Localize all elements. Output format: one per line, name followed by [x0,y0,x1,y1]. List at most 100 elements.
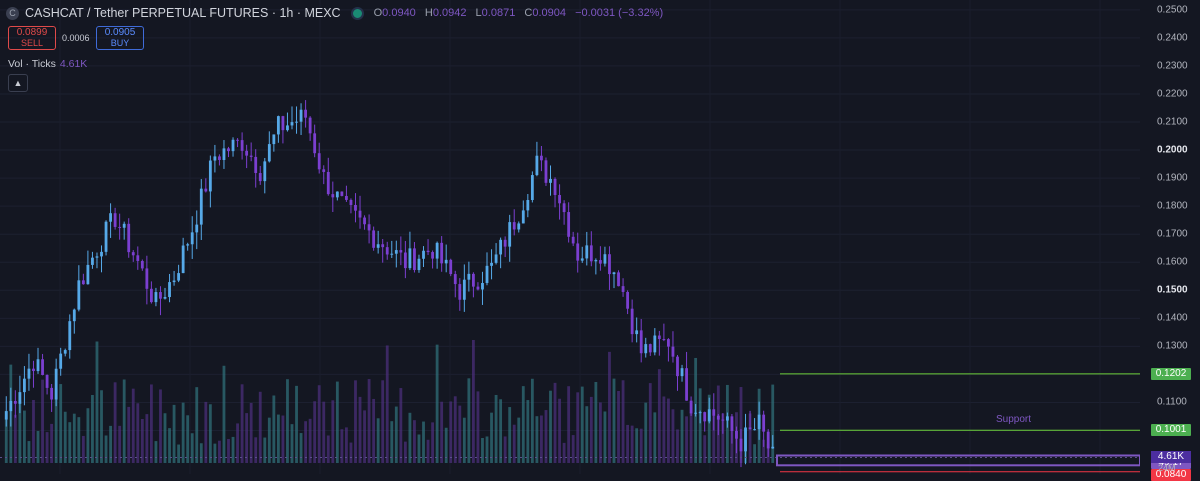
candle-body [399,250,403,253]
candle-body [757,414,761,430]
volume-bar [608,351,611,463]
market-status-icon [350,6,364,20]
candle-body [562,203,566,213]
candle-body [91,257,94,265]
volume-bar [41,379,44,463]
candle-body [485,265,489,283]
candle-body [199,188,203,225]
candle-body [195,224,199,233]
volume-bar [671,409,675,463]
collapse-legend-button[interactable]: ▲ [8,74,28,92]
volume-bar [145,414,149,463]
candle-body [63,350,67,354]
candle-body [36,359,40,372]
candle-body [508,222,512,247]
price-tick-label: 0.1400 [1157,312,1188,324]
candle-body [245,150,249,156]
volume-bar [558,398,561,463]
volume-bar [276,414,280,463]
volume-indicator-label[interactable]: Vol · Ticks 4.61K [8,58,87,70]
sell-button[interactable]: 0.0899 SELL [8,26,56,50]
candle-body [617,272,620,287]
volume-bar [72,413,76,463]
candle-body [136,255,140,261]
candle-body [394,250,398,254]
candle-body [653,335,657,353]
candle-body [154,292,158,303]
candle-body [299,109,303,122]
candle-body [118,226,122,228]
candle-body [744,427,747,452]
candle-body [748,427,752,430]
volume-bar [68,422,72,463]
candle-body [603,254,607,264]
candle-body [95,256,99,258]
volume-bar [367,379,371,463]
volume-bar [753,444,756,463]
buy-button[interactable]: 0.0905 BUY [96,26,144,50]
candle-body [190,232,194,245]
candle-body [476,286,480,290]
candle-body [403,252,407,269]
volume-bar [399,388,403,463]
candle-body [762,414,766,432]
spread-value: 0.0006 [62,33,90,43]
volume-bar [648,383,652,463]
price-scale[interactable] [1140,0,1200,474]
candle-body [494,254,498,263]
volume-bar [444,427,448,463]
candle-body [258,173,262,182]
price-tick-label: 0.2300 [1157,60,1188,72]
candle-body [657,335,661,340]
candle-body [453,274,457,285]
symbol-title[interactable]: CASHCAT / Tether PERPETUAL FUTURES · 1h … [25,6,341,20]
volume-bar [403,441,407,463]
volume-bar [521,386,525,463]
candle-body [163,297,167,299]
candle-body [440,242,444,264]
volume-bar [50,423,54,463]
candle-body [680,368,684,377]
candle-body [59,353,63,369]
price-tick-label: 0.1600 [1157,256,1188,268]
volume-bar [680,409,684,463]
volume-bar [245,413,249,463]
volume-bar [308,418,312,463]
volume-bar [18,400,22,463]
candle-body [481,282,484,290]
volume-bar [154,441,158,463]
volume-bar [295,385,298,463]
volume-bar [394,406,398,463]
buy-price: 0.0905 [104,27,136,38]
candle-body [558,195,561,204]
candle-body [363,217,366,225]
volume-bar [254,437,258,463]
candle-body [417,258,421,271]
volume-bar [408,412,412,463]
volume-bar [27,441,31,463]
volume-bar [195,387,199,463]
candle-body [503,239,507,247]
volume-bar [626,424,630,463]
open-label: O [373,7,383,19]
candle-body [467,273,471,280]
price-tick-label: 0.1300 [1157,340,1188,352]
candle-body [639,330,643,354]
candle-body [109,213,112,222]
candle-body [662,339,666,341]
candle-body [267,144,271,162]
price-tick-label: 0.1700 [1157,228,1188,240]
volume-bar [322,401,326,463]
candle-body [490,262,493,266]
candle-body [521,210,525,224]
volume-bar [36,431,40,463]
close-label: C [524,7,533,19]
candle-body [526,200,530,211]
candle-body [598,260,602,264]
candle-body [698,412,702,414]
low-value: 0.0871 [481,7,516,19]
candle-body [263,161,267,182]
candle-body [413,248,416,271]
volume-bar [707,394,711,463]
